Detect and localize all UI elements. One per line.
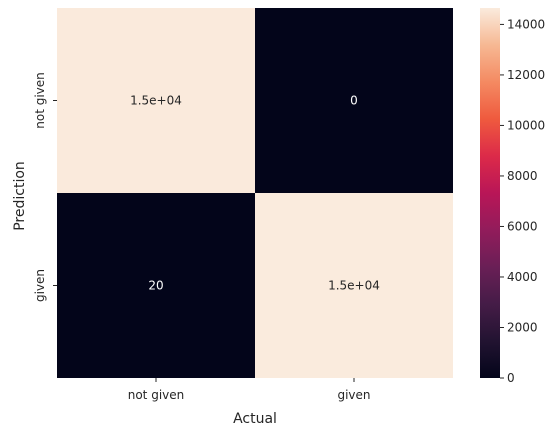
y-axis-ticks: not given given	[33, 72, 57, 302]
colorbar-tick-label: 14000	[507, 17, 545, 31]
cell-annotation: 20	[148, 279, 163, 293]
cell-annotation: 1.5e+04	[328, 279, 380, 293]
x-tick-label: given	[337, 388, 370, 402]
y-tick-label: given	[33, 269, 47, 302]
y-axis-title: Prediction	[12, 161, 28, 231]
colorbar-tick-label: 2000	[507, 320, 538, 334]
colorbar-tick-label: 12000	[507, 68, 545, 82]
heatmap-cell	[255, 8, 453, 193]
colorbar-ticks: 0 2000 4000 6000 8000 10000 12000 14000	[500, 17, 545, 385]
colorbar-tick-label: 6000	[507, 219, 538, 233]
colorbar-tick-label: 4000	[507, 270, 538, 284]
colorbar	[480, 8, 500, 378]
colorbar-tick-label: 8000	[507, 169, 538, 183]
y-tick-label: not given	[33, 72, 47, 129]
heatmap-cell	[57, 193, 255, 378]
colorbar-tick-label: 0	[507, 371, 515, 385]
cell-annotation: 0	[350, 94, 358, 108]
heatmap-cell	[255, 193, 453, 378]
x-axis-title: Actual	[233, 411, 277, 427]
cell-annotations: 1.5e+04 0 20 1.5e+04	[130, 94, 380, 293]
heatmap-cell	[57, 8, 255, 193]
cell-annotation: 1.5e+04	[130, 94, 182, 108]
colorbar-tick-label: 10000	[507, 118, 545, 132]
x-axis-ticks: not given given	[128, 378, 371, 402]
x-tick-label: not given	[128, 388, 185, 402]
heatmap-cells	[57, 8, 453, 378]
